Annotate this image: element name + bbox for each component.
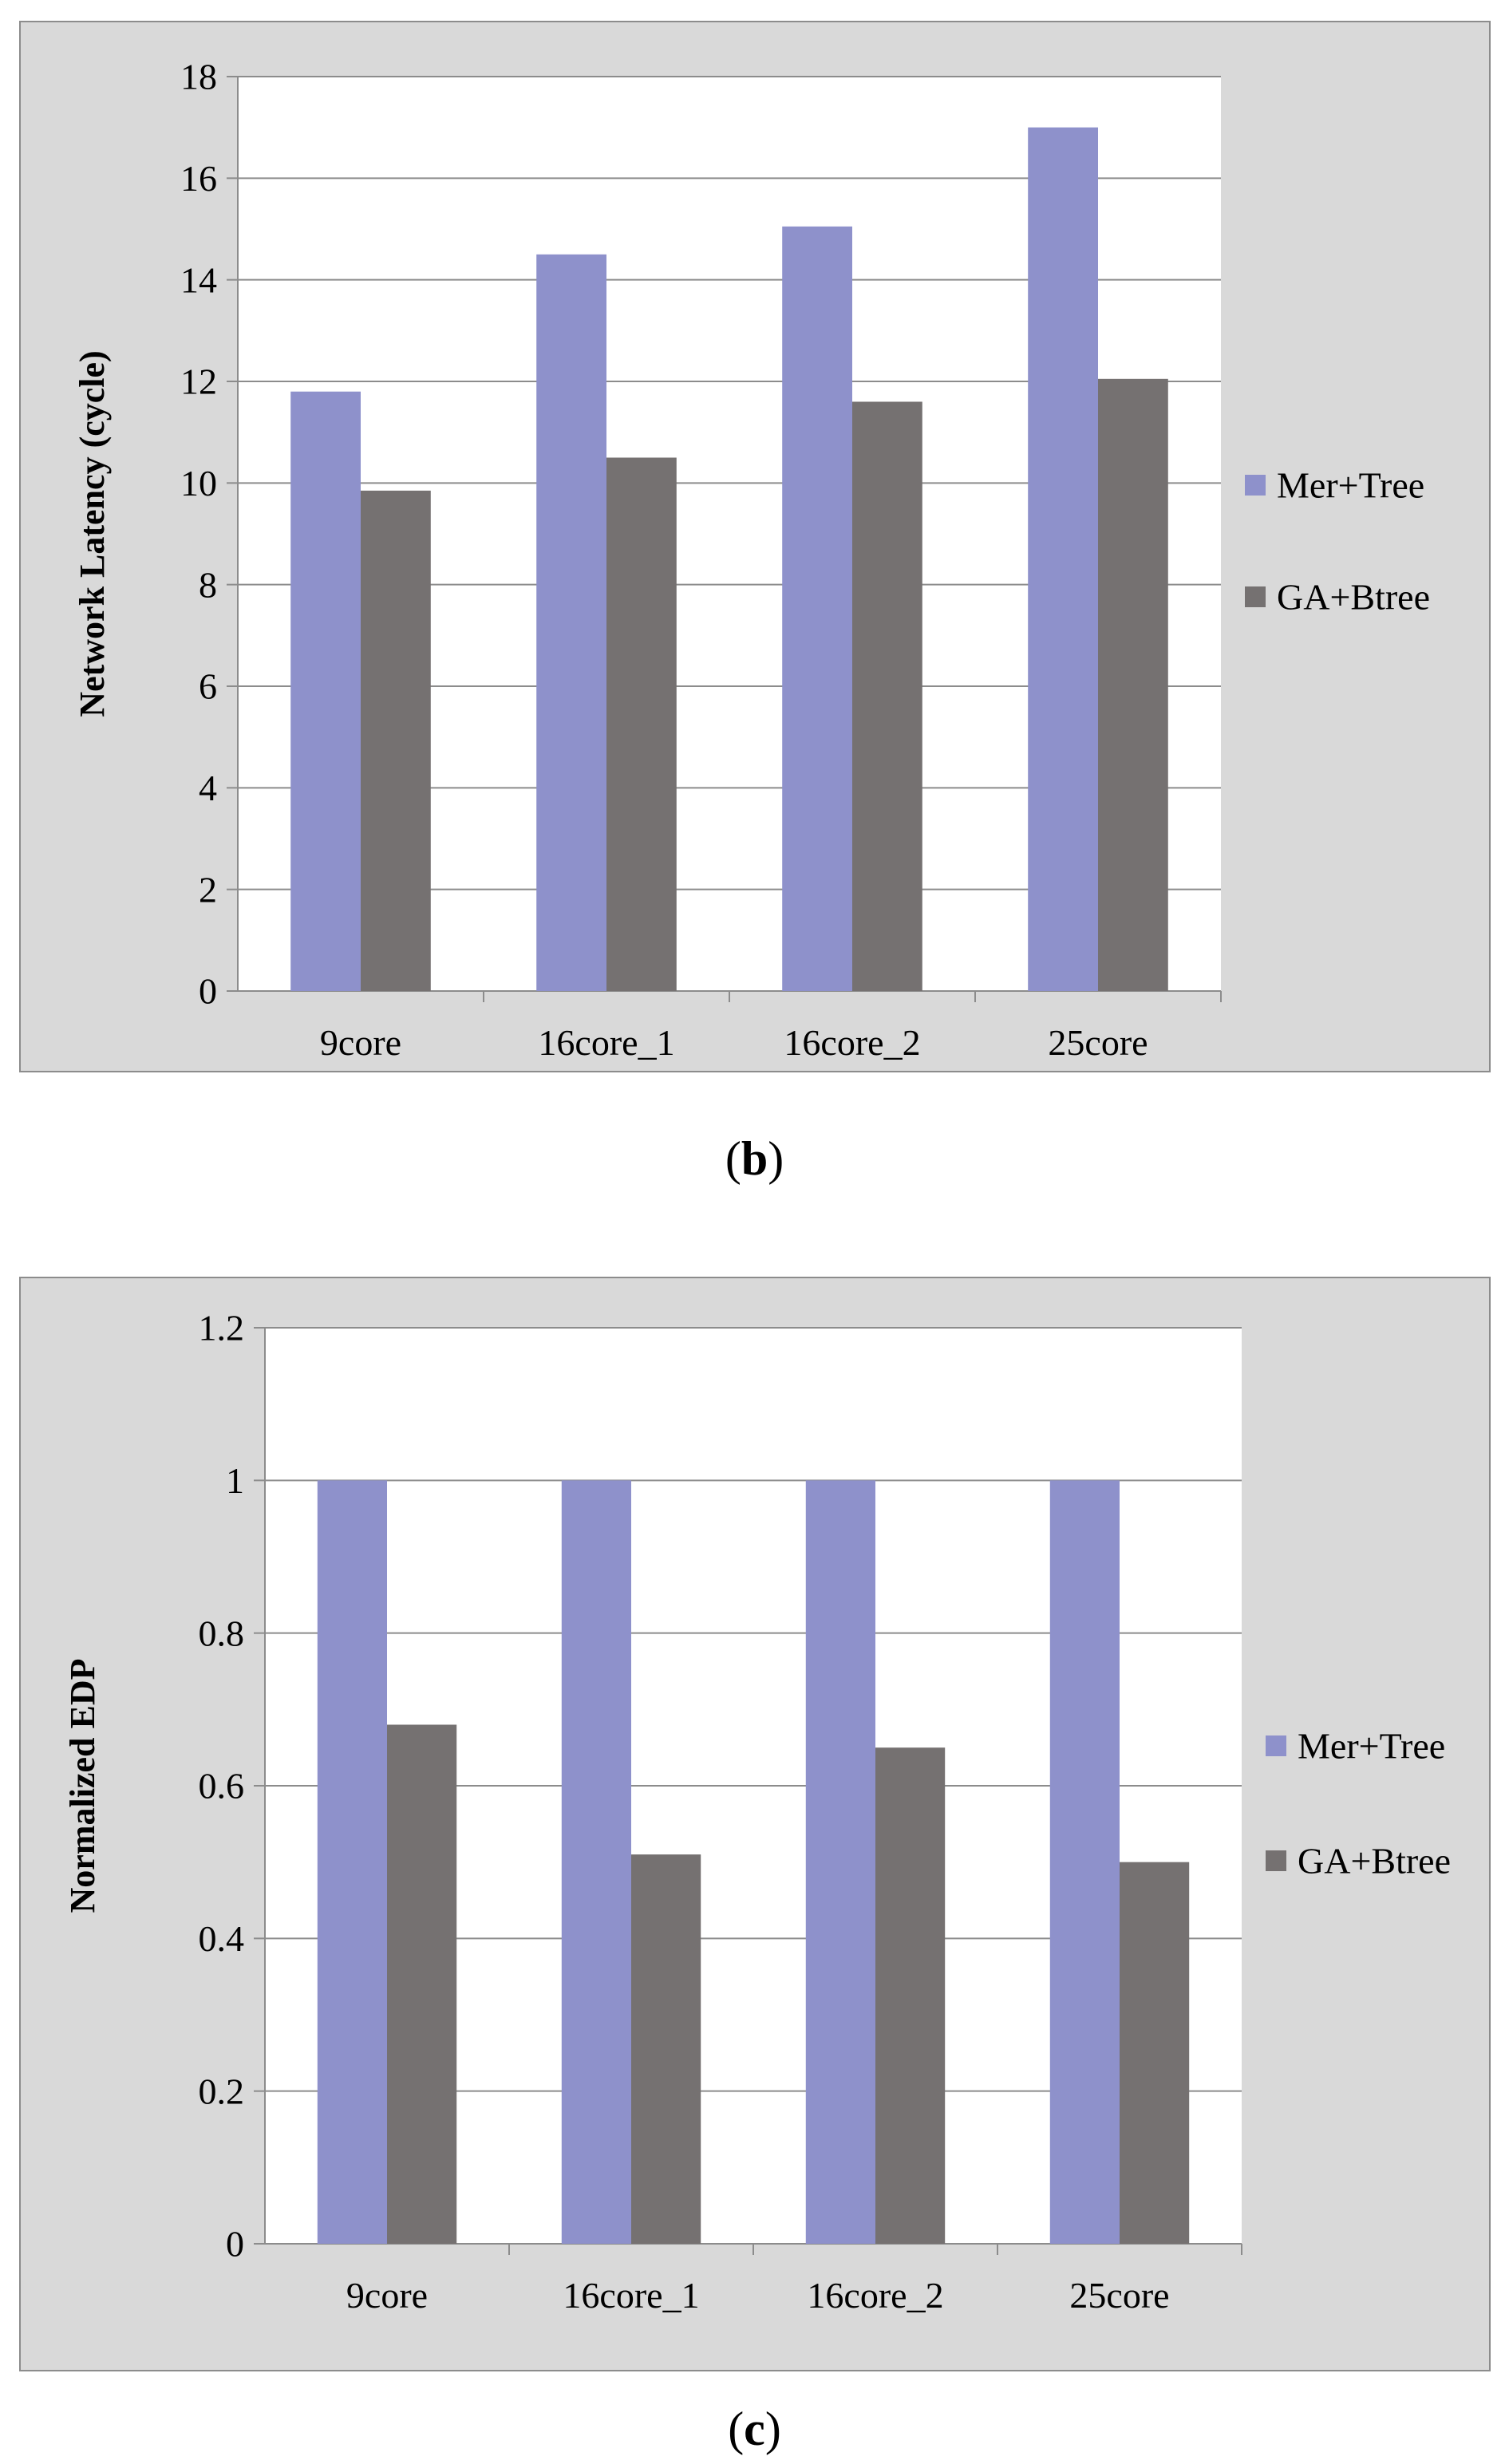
chart-c-ytick-label: 0.4 xyxy=(199,1918,245,1959)
chart-c-ytick-label: 0.2 xyxy=(199,2071,245,2111)
chart-c-category-label: 9core xyxy=(346,2275,428,2316)
chart-c-bar-ga-btree xyxy=(387,1724,457,2244)
chart-b-bar-mer-tree xyxy=(782,226,852,991)
caption-c-letter: c xyxy=(744,2403,765,2455)
chart-c-bar-ga-btree xyxy=(875,1747,946,2244)
chart-b-bar-ga-btree xyxy=(606,457,677,991)
chart-c-ylabel: Normalized EDP xyxy=(63,1659,102,1913)
chart-b-bar-mer-tree xyxy=(290,391,361,991)
chart-c-bar-mer-tree xyxy=(317,1480,387,2244)
chart-c-legend-label-mer-tree: Mer+Tree xyxy=(1298,1726,1445,1767)
chart-b-legend-swatch-ga-btree xyxy=(1245,586,1266,607)
chart-b-legend-swatch-mer-tree xyxy=(1245,475,1266,496)
chart-c-category-label: 25core xyxy=(1069,2275,1169,2316)
chart-c-legend-label-ga-btree: GA+Btree xyxy=(1298,1841,1451,1882)
chart-b-legend-label-ga-btree: GA+Btree xyxy=(1277,577,1430,618)
caption-b-close: ) xyxy=(768,1132,784,1185)
chart-b-bar-ga-btree xyxy=(1098,378,1168,992)
chart-b-bar-ga-btree xyxy=(361,490,431,991)
chart-c-ytick-label: 1 xyxy=(226,1460,244,1501)
chart-b-category-label: 9core xyxy=(320,1022,401,1063)
chart-c-ytick-label: 0 xyxy=(226,2224,244,2265)
chart-c-bar-mer-tree xyxy=(561,1480,631,2244)
chart-b-ytick-label: 4 xyxy=(199,768,217,808)
chart-b-svg: 0 2 4 6 8 10 12 14 16 18 9core 16core_1 16core_2 25co… xyxy=(73,57,1430,1063)
caption-b: (b) xyxy=(0,1131,1509,1187)
chart-b-category-label: 16core_2 xyxy=(784,1022,920,1063)
caption-b-open: ( xyxy=(725,1132,741,1185)
chart-c-ytick-label: 0.6 xyxy=(199,1766,245,1807)
caption-c: (c) xyxy=(0,2402,1509,2457)
chart-b-frame: 0 2 4 6 8 10 12 14 16 18 9core 16core_1 16core_2 25co… xyxy=(19,21,1491,1072)
chart-b-ylabel: Network Latency (cycle) xyxy=(73,350,112,717)
chart-c-bar-ga-btree xyxy=(1120,1862,1190,2244)
chart-b-ytick-label: 18 xyxy=(180,57,217,97)
chart-b-bar-ga-btree xyxy=(852,401,922,991)
chart-c-bar-mer-tree xyxy=(805,1480,875,2244)
chart-c-category-label: 16core_2 xyxy=(807,2275,943,2316)
chart-c-ytick-label: 1.2 xyxy=(199,1308,245,1348)
chart-c-svg: 0 0.2 0.4 0.6 0.8 1 1.2 9core 16core_1 16core_2 25… xyxy=(63,1308,1451,2316)
chart-c-legend-swatch-mer-tree xyxy=(1266,1735,1286,1756)
chart-b-ytick-label: 12 xyxy=(180,361,217,402)
chart-c-category-label: 16core_1 xyxy=(563,2275,699,2316)
chart-b-category-label: 25core xyxy=(1048,1022,1148,1063)
caption-b-letter: b xyxy=(741,1132,768,1185)
chart-b-bar-mer-tree xyxy=(1028,127,1098,992)
chart-b-legend-label-mer-tree: Mer+Tree xyxy=(1277,465,1424,506)
chart-b-category-label: 16core_1 xyxy=(538,1022,674,1063)
chart-c-bar-mer-tree xyxy=(1049,1480,1120,2244)
chart-b-ytick-label: 6 xyxy=(199,666,217,707)
chart-b-ytick-label: 10 xyxy=(180,463,217,503)
chart-b-ytick-label: 14 xyxy=(180,259,217,300)
chart-b-ytick-label: 16 xyxy=(180,158,217,199)
caption-c-open: ( xyxy=(728,2403,745,2455)
chart-c-ytick-label: 0.8 xyxy=(199,1613,245,1653)
chart-b-ytick-label: 2 xyxy=(199,869,217,910)
chart-c-legend-swatch-ga-btree xyxy=(1266,1850,1286,1871)
chart-b-bar-mer-tree xyxy=(536,254,606,991)
chart-c-frame: 0 0.2 0.4 0.6 0.8 1 1.2 9core 16core_1 16core_2 25… xyxy=(19,1277,1491,2371)
caption-c-close: ) xyxy=(764,2403,781,2455)
chart-b-ytick-label: 8 xyxy=(199,564,217,605)
chart-b-ytick-label: 0 xyxy=(199,971,217,1012)
chart-c-bar-ga-btree xyxy=(631,1854,701,2244)
